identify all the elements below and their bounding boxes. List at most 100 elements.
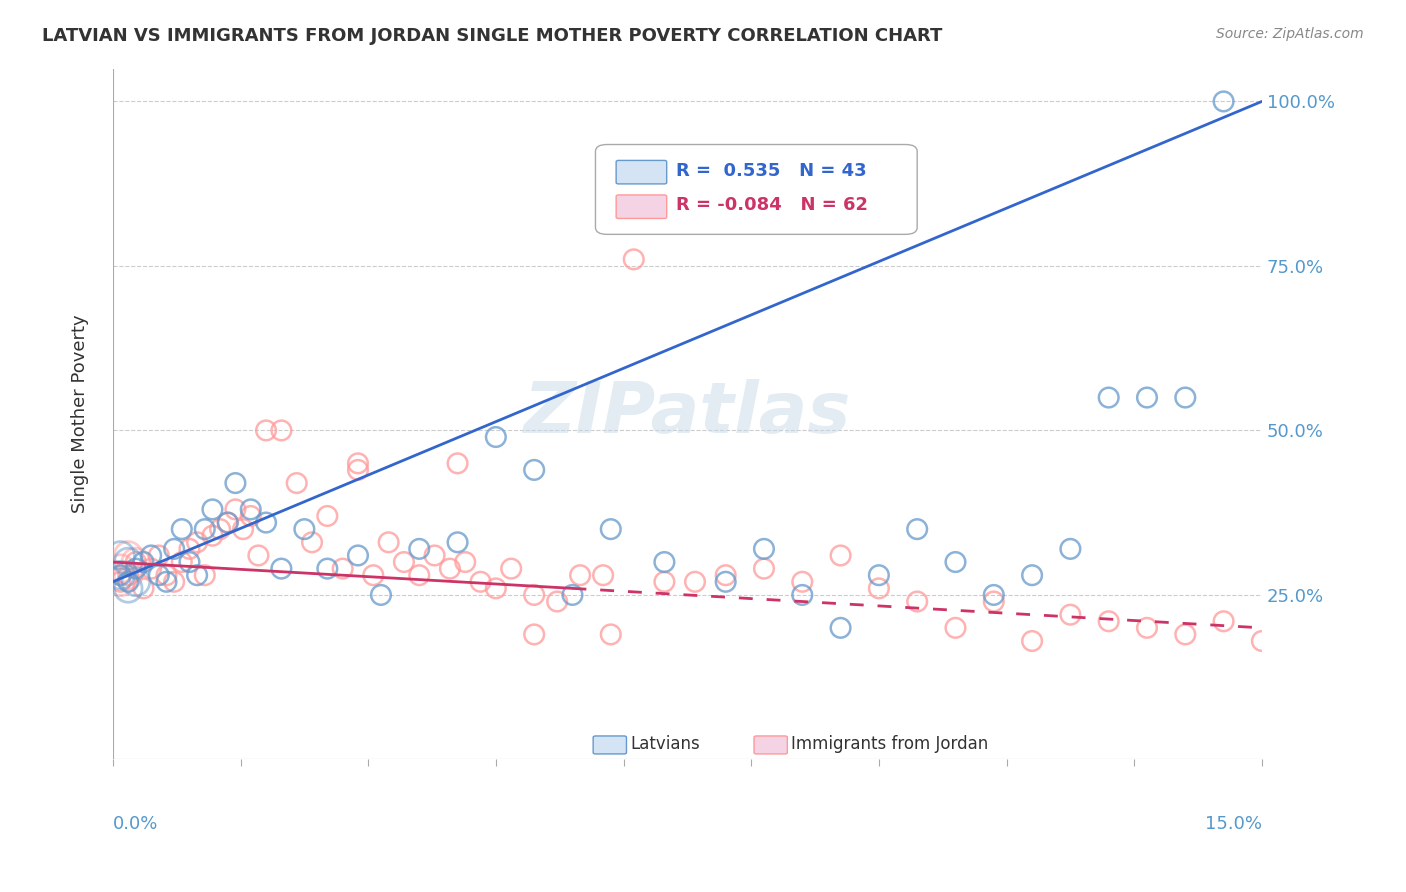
Point <box>523 588 546 602</box>
Point <box>239 508 262 523</box>
Point <box>110 568 132 582</box>
Point <box>110 568 132 582</box>
Point <box>201 529 224 543</box>
Point <box>292 522 315 536</box>
Point <box>186 535 208 549</box>
Point <box>1059 541 1081 556</box>
Point <box>1136 391 1159 405</box>
Point <box>125 574 148 589</box>
Point <box>752 541 775 556</box>
Y-axis label: Single Mother Poverty: Single Mother Poverty <box>72 315 89 513</box>
Point <box>117 582 139 596</box>
Point <box>654 555 676 569</box>
Point <box>983 588 1005 602</box>
Point <box>132 555 155 569</box>
Point <box>392 555 415 569</box>
Point <box>301 535 323 549</box>
Point <box>792 588 814 602</box>
Text: 0.0%: 0.0% <box>112 814 159 833</box>
Point <box>125 555 148 569</box>
Point <box>868 582 890 596</box>
Point <box>232 522 254 536</box>
Point <box>423 549 446 563</box>
Point <box>370 588 392 602</box>
Text: Immigrants from Jordan: Immigrants from Jordan <box>790 735 988 753</box>
FancyBboxPatch shape <box>593 736 627 754</box>
Point <box>363 568 385 582</box>
Point <box>1212 95 1234 109</box>
Point <box>485 582 508 596</box>
Point <box>377 535 399 549</box>
Point <box>254 424 277 438</box>
Point <box>194 568 217 582</box>
Point <box>905 522 928 536</box>
Point <box>905 594 928 608</box>
Point <box>117 568 139 582</box>
Point <box>714 574 737 589</box>
Point <box>110 561 132 575</box>
Point <box>141 549 163 563</box>
Point <box>179 555 201 569</box>
Point <box>523 463 546 477</box>
FancyBboxPatch shape <box>754 736 787 754</box>
FancyBboxPatch shape <box>616 195 666 219</box>
Text: ZIPatlas: ZIPatlas <box>523 379 851 449</box>
Point <box>485 430 508 444</box>
Point <box>117 568 139 582</box>
FancyBboxPatch shape <box>596 145 917 235</box>
Point <box>1174 391 1197 405</box>
Point <box>446 456 468 470</box>
Point <box>561 588 583 602</box>
Point <box>125 561 148 575</box>
Point <box>117 549 139 563</box>
Point <box>347 456 370 470</box>
Point <box>830 621 852 635</box>
Point <box>683 574 706 589</box>
Point <box>714 568 737 582</box>
Point <box>1021 634 1043 648</box>
Point <box>945 621 967 635</box>
Text: Latvians: Latvians <box>630 735 700 753</box>
Point <box>117 555 139 569</box>
Point <box>117 574 139 589</box>
Text: R =  0.535   N = 43: R = 0.535 N = 43 <box>676 161 866 180</box>
Point <box>170 522 193 536</box>
Point <box>454 555 477 569</box>
Point <box>868 568 890 582</box>
Point <box>239 502 262 516</box>
Point <box>599 627 621 641</box>
Point <box>792 574 814 589</box>
Text: R = -0.084   N = 62: R = -0.084 N = 62 <box>676 196 868 214</box>
Point <box>592 568 614 582</box>
Point <box>1059 607 1081 622</box>
Point <box>125 555 148 569</box>
Point <box>347 463 370 477</box>
Point <box>1251 634 1274 648</box>
Text: LATVIAN VS IMMIGRANTS FROM JORDAN SINGLE MOTHER POVERTY CORRELATION CHART: LATVIAN VS IMMIGRANTS FROM JORDAN SINGLE… <box>42 27 942 45</box>
Point <box>170 555 193 569</box>
Point <box>186 568 208 582</box>
Point <box>270 561 292 575</box>
Point <box>110 574 132 589</box>
Point <box>1098 391 1121 405</box>
Point <box>316 508 339 523</box>
Point <box>945 555 967 569</box>
Point <box>141 561 163 575</box>
Point <box>247 549 270 563</box>
Point <box>983 594 1005 608</box>
Point <box>623 252 645 267</box>
Point <box>163 574 186 589</box>
Point <box>523 627 546 641</box>
Point <box>546 594 568 608</box>
Point <box>285 476 308 491</box>
Point <box>270 424 292 438</box>
Point <box>408 568 430 582</box>
Point <box>201 502 224 516</box>
Point <box>179 541 201 556</box>
Point <box>408 541 430 556</box>
Point <box>148 549 170 563</box>
Point <box>501 561 523 575</box>
Point <box>1098 614 1121 628</box>
Point <box>217 516 239 530</box>
Point <box>316 561 339 575</box>
